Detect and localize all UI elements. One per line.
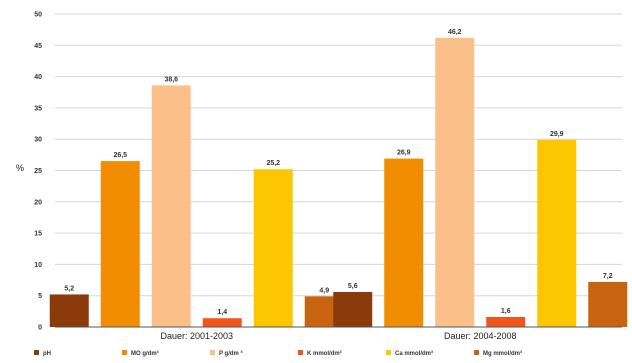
bar (333, 291, 373, 327)
legend-item: Mg mmol/dm³ (474, 350, 522, 357)
legend-swatch (34, 350, 39, 355)
data-label: 5,2 (64, 285, 74, 292)
data-label: 38,6 (164, 76, 178, 83)
data-label: 26,9 (397, 150, 411, 157)
y-tick-label: 20 (34, 199, 42, 206)
legend-label: K mmol/dm³ (307, 350, 342, 357)
data-labels: 5,2 26,5 38,6 1,4 25,2 4,9 5,6 26,9 46,2 1,6 29,9 7… (64, 29, 612, 316)
category-labels: Dauer: 2001-2003 Dauer: 2004-2008 (160, 331, 516, 341)
bar (486, 316, 526, 327)
legend-item: K mmol/dm³ (298, 350, 342, 357)
data-label: 26,5 (113, 152, 127, 159)
legend-label: P g/dm ³ (219, 350, 243, 357)
data-label: 1,6 (501, 308, 511, 315)
bar (100, 161, 140, 327)
y-tick-label: 45 (34, 43, 42, 50)
bar (202, 318, 242, 327)
bar (151, 85, 191, 327)
legend-label: pH (43, 351, 51, 357)
data-label: 29,9 (550, 131, 564, 138)
y-tick-label: 25 (34, 168, 42, 175)
legend-item: Ca mmol/dm³ (386, 350, 433, 357)
legend-swatch (298, 350, 303, 355)
legend-label: MO g/dm³ (131, 350, 159, 357)
data-label: 1,4 (217, 309, 227, 316)
category-label: Dauer: 2001-2003 (160, 331, 233, 341)
y-tick-label: 0 (38, 325, 42, 332)
data-label: 4,9 (319, 287, 329, 294)
bars (49, 37, 628, 328)
data-label: 46,2 (448, 29, 462, 36)
gridlines (55, 13, 622, 297)
legend-swatch (122, 350, 127, 355)
bar (588, 281, 628, 327)
y-tick-label: 15 (34, 231, 42, 238)
y-tick-label: 40 (34, 74, 42, 81)
y-axis-ticks: 0 5 10 15 20 25 30 35 40 45 50 (34, 12, 42, 332)
category-label: Dauer: 2004-2008 (444, 331, 517, 341)
bar (253, 169, 293, 327)
y-tick-label: 10 (34, 262, 42, 269)
legend-item: P g/dm ³ (210, 350, 243, 357)
legend-item: pH (34, 350, 51, 357)
legend-swatch (474, 350, 479, 355)
y-axis-label: % (16, 163, 24, 173)
data-label: 25,2 (266, 160, 280, 167)
y-tick-label: 30 (34, 137, 42, 144)
data-label: 5,6 (348, 283, 358, 290)
legend-swatch (210, 350, 215, 355)
legend-item: MO g/dm³ (122, 350, 159, 357)
y-tick-label: 50 (34, 12, 42, 19)
legend-swatch (386, 350, 391, 355)
legend-label: Mg mmol/dm³ (483, 350, 522, 357)
legend: pH MO g/dm³ P g/dm ³ K mmol/dm³ Ca mmol/dm³ M… (34, 350, 522, 357)
data-label: 7,2 (603, 273, 613, 280)
y-tick-label: 5 (38, 293, 42, 300)
legend-label: Ca mmol/dm³ (395, 350, 433, 357)
bar (537, 139, 577, 327)
bar (384, 158, 424, 327)
bar (49, 294, 89, 327)
bar (435, 37, 475, 328)
y-tick-label: 35 (34, 105, 42, 112)
